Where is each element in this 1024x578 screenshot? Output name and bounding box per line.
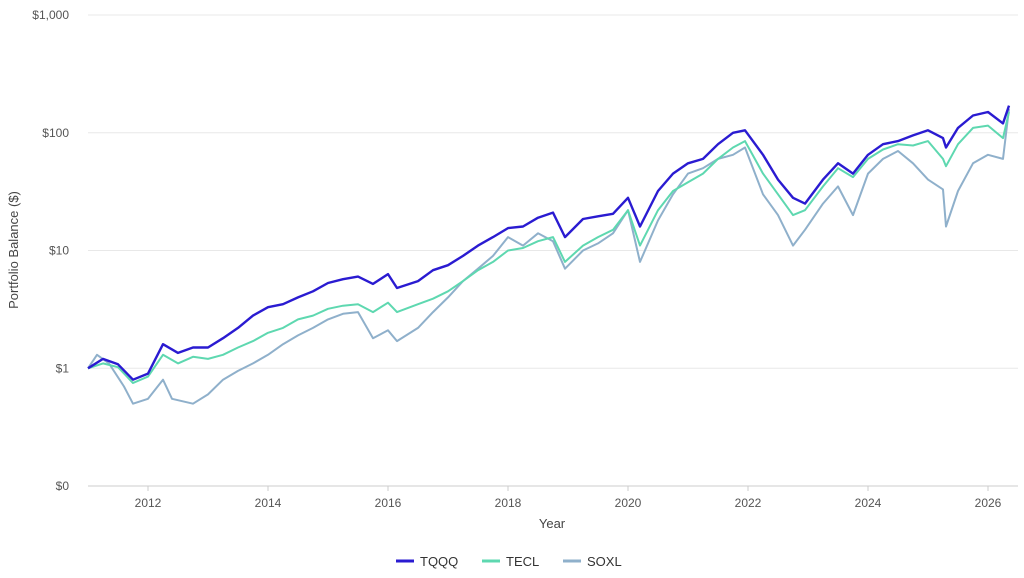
y-axis-title: Portfolio Balance ($): [6, 191, 21, 309]
x-axis-title: Year: [539, 516, 566, 531]
y-tick-label: $1: [56, 361, 70, 375]
y-tick-label: $10: [49, 244, 69, 258]
legend-label-tqqq: TQQQ: [420, 554, 458, 569]
x-tick-label: 2022: [735, 496, 762, 510]
y-tick-label: $100: [42, 126, 69, 140]
legend: TQQQ TECL SOXL: [396, 554, 622, 569]
legend-label-tecl: TECL: [506, 554, 539, 569]
x-tick-label: 2018: [495, 496, 522, 510]
legend-label-soxl: SOXL: [587, 554, 622, 569]
y-tick-label: $0: [56, 479, 70, 493]
x-tick-label: 2020: [615, 496, 642, 510]
x-tick-label: 2026: [975, 496, 1002, 510]
series-line-tqqq: [87, 105, 1011, 381]
series-line-soxl: [87, 108, 1010, 405]
x-tick-label: 2024: [855, 496, 882, 510]
x-tick-label: 2012: [135, 496, 162, 510]
y-tick-label: $1,000: [32, 8, 69, 22]
series-line-tecl: [87, 111, 1010, 384]
y-axis-ticks: $1,000 $100 $10 $1 $0: [32, 8, 69, 493]
x-tick-label: 2014: [255, 496, 282, 510]
x-tick-label: 2016: [375, 496, 402, 510]
series-lines: [87, 105, 1011, 405]
gridlines: [88, 14, 1018, 369]
x-axis-ticks: 2012 2014 2016 2018 2020 2022 2024 2026: [135, 486, 1002, 510]
